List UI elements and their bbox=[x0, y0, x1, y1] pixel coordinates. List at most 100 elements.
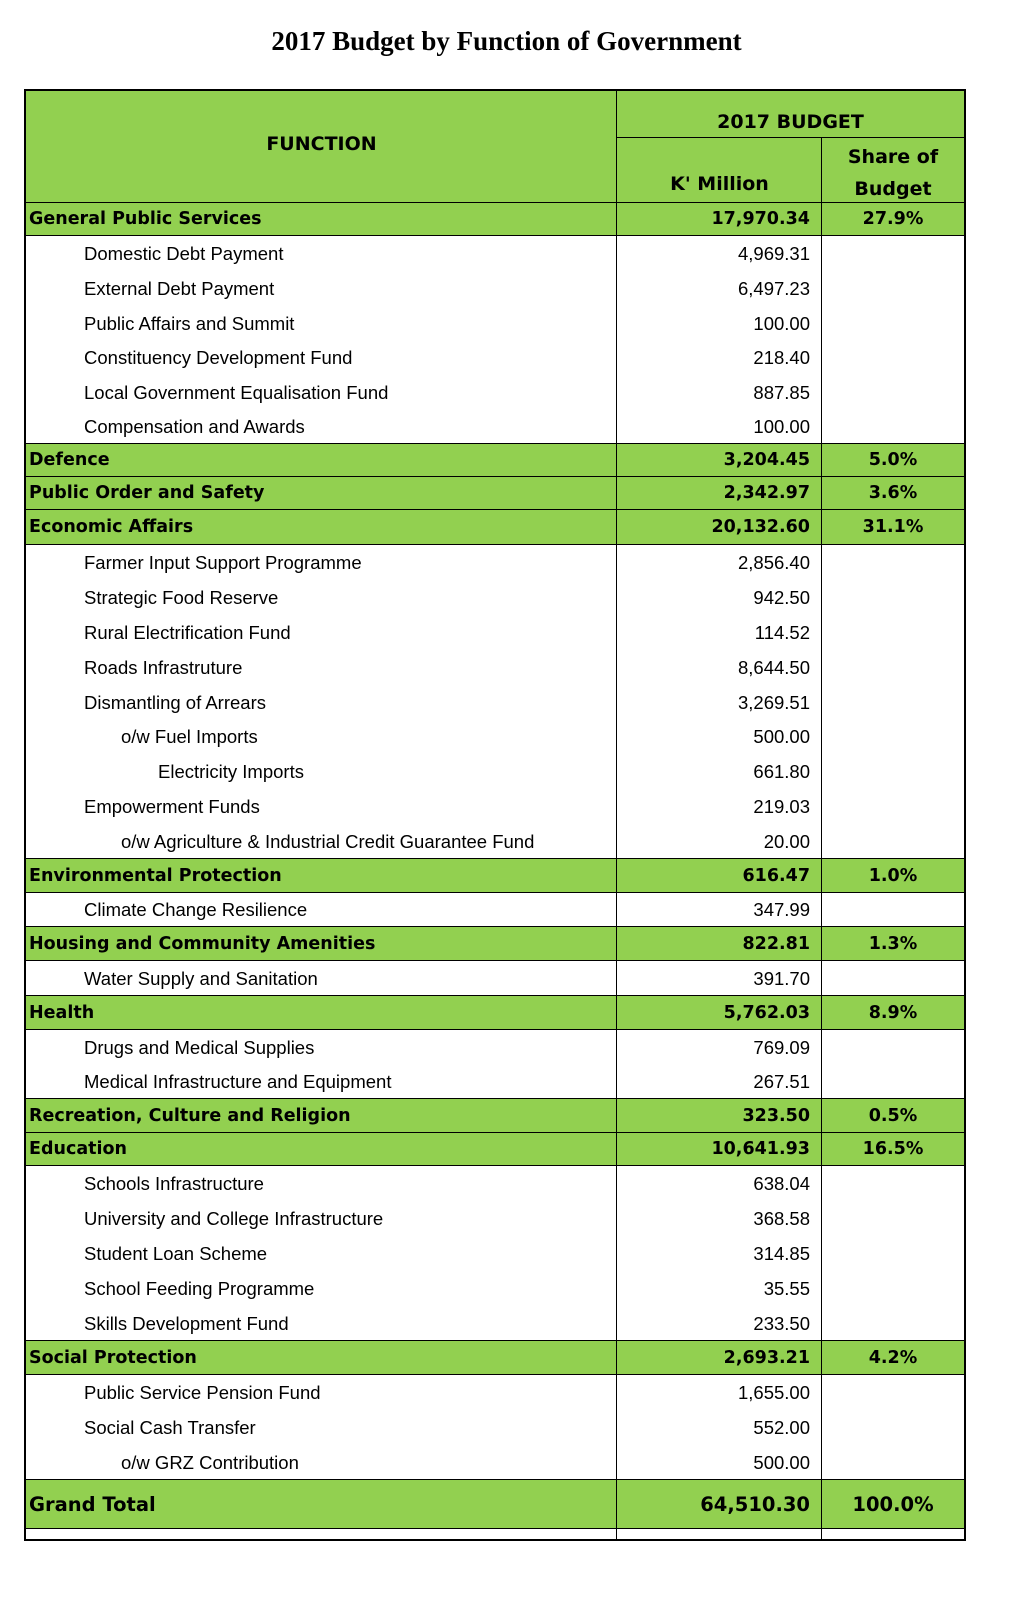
row-label: Roads Infrastruture bbox=[84, 657, 243, 678]
column-divider bbox=[616, 91, 617, 1539]
sub-item-row: Medical Infrastructure and Equipment 267.… bbox=[26, 1065, 964, 1099]
row-label: Rural Electrification Fund bbox=[84, 622, 291, 643]
row-value: 887.85 bbox=[753, 381, 810, 403]
sub-item-row: Student Loan Scheme 314.85 bbox=[26, 1236, 964, 1272]
row-value: 20,132.60 bbox=[711, 517, 810, 537]
k-million-header: K' Million bbox=[670, 173, 769, 195]
function-row: Health 5,762.03 8.9% bbox=[26, 995, 964, 1030]
row-value: 314.85 bbox=[753, 1243, 810, 1264]
row-label: Constituency Development Fund bbox=[84, 347, 353, 368]
sub-item-row: Rural Electrification Fund 114.52 bbox=[26, 615, 964, 651]
row-value: 616.47 bbox=[742, 865, 810, 886]
row-label: External Debt Payment bbox=[84, 278, 275, 299]
row-label: Education bbox=[29, 1139, 127, 1159]
row-share: 100.0% bbox=[852, 1492, 934, 1516]
row-label: Social Cash Transfer bbox=[84, 1417, 256, 1438]
row-label: Drugs and Medical Supplies bbox=[84, 1036, 315, 1058]
row-value: 347.99 bbox=[753, 899, 810, 920]
row-share: 0.5% bbox=[868, 1105, 918, 1126]
function-row: Social Protection 2,693.21 4.2% bbox=[26, 1340, 964, 1375]
row-label: Schools Infrastructure bbox=[84, 1173, 264, 1194]
row-label: Strategic Food Reserve bbox=[84, 587, 279, 608]
sub-item-row: Farmer Input Support Programme 2,856.40 bbox=[26, 545, 964, 581]
sub-item-row: University and College Infrastructure 368… bbox=[26, 1202, 964, 1236]
sub-item-row: Public Service Pension Fund 1,655.00 bbox=[26, 1375, 964, 1411]
row-share: 31.1% bbox=[862, 517, 924, 537]
function-row: Environmental Protection 616.47 1.0% bbox=[26, 858, 964, 893]
row-value: 219.03 bbox=[753, 796, 810, 817]
row-value: 2,693.21 bbox=[723, 1347, 810, 1368]
function-header: FUNCTION bbox=[266, 133, 377, 155]
row-label: Domestic Debt Payment bbox=[84, 243, 284, 264]
row-value: 233.50 bbox=[753, 1312, 810, 1334]
table-header: FUNCTION 2017 BUDGET K' Million Share of… bbox=[26, 91, 964, 203]
row-value: 100.00 bbox=[753, 416, 810, 437]
table-body: General Public Services 17,970.34 27.9% Dom… bbox=[26, 202, 964, 1529]
grand-total-row: Grand Total 64,510.30 100.0% bbox=[26, 1479, 964, 1529]
row-label: Housing and Community Amenities bbox=[29, 933, 376, 954]
row-share: 3.6% bbox=[868, 483, 918, 503]
sub-item-row: Public Affairs and Summit 100.00 bbox=[26, 306, 964, 341]
sub-item-row: o/w Fuel Imports 500.00 bbox=[26, 720, 964, 754]
row-value: 500.00 bbox=[753, 726, 810, 747]
row-value: 323.50 bbox=[742, 1105, 810, 1126]
row-label: o/w Agriculture & Industrial Credit Guar… bbox=[121, 830, 535, 852]
row-value: 267.51 bbox=[753, 1071, 810, 1092]
sub-item-row: Compensation and Awards 100.00 bbox=[26, 410, 964, 444]
row-label: Grand Total bbox=[29, 1492, 156, 1516]
function-row: Public Order and Safety 2,342.97 3.6% bbox=[26, 476, 964, 510]
row-label: Public Service Pension Fund bbox=[84, 1382, 321, 1403]
row-value: 4,969.31 bbox=[737, 243, 810, 264]
row-value: 391.70 bbox=[753, 967, 810, 989]
sub-item-row: Domestic Debt Payment 4,969.31 bbox=[26, 236, 964, 272]
row-share: 5.0% bbox=[868, 450, 918, 470]
sub-item-row: Strategic Food Reserve 942.50 bbox=[26, 581, 964, 615]
function-row: Housing and Community Amenities 822.81 1.3… bbox=[26, 926, 964, 961]
row-value: 64,510.30 bbox=[700, 1492, 810, 1516]
row-share: 16.5% bbox=[862, 1139, 924, 1159]
row-label: Public Affairs and Summit bbox=[84, 312, 295, 334]
row-label: Medical Infrastructure and Equipment bbox=[84, 1071, 392, 1092]
page-title: 2017 Budget by Function of Government bbox=[271, 26, 742, 56]
row-label: Social Protection bbox=[29, 1347, 197, 1368]
row-value: 17,970.34 bbox=[711, 209, 810, 229]
row-label: Student Loan Scheme bbox=[84, 1243, 268, 1264]
row-value: 114.52 bbox=[754, 622, 810, 643]
row-value: 3,204.45 bbox=[723, 450, 810, 470]
row-value: 1,655.00 bbox=[737, 1382, 810, 1403]
sub-item-row: Drugs and Medical Supplies 769.09 bbox=[26, 1030, 964, 1065]
row-share: 8.9% bbox=[868, 1002, 918, 1023]
function-row: Education 10,641.93 16.5% bbox=[26, 1132, 964, 1166]
row-label: Empowerment Funds bbox=[84, 796, 260, 817]
row-label: Climate Change Resilience bbox=[84, 899, 308, 920]
row-label: Defence bbox=[29, 450, 110, 470]
sub-item-row: External Debt Payment 6,497.23 bbox=[26, 272, 964, 306]
row-label: Health bbox=[29, 1002, 95, 1023]
sub-item-row: School Feeding Programme 35.55 bbox=[26, 1272, 964, 1306]
sub-item-row: o/w GRZ Contribution 500.00 bbox=[26, 1445, 964, 1480]
sub-item-row: Schools Infrastructure 638.04 bbox=[26, 1166, 964, 1202]
budget-group-header: 2017 BUDGET bbox=[617, 91, 964, 138]
sub-item-row: Roads Infrastruture 8,644.50 bbox=[26, 651, 964, 685]
row-label: Economic Affairs bbox=[29, 517, 194, 537]
row-value: 10,641.93 bbox=[711, 1139, 810, 1159]
row-value: 5,762.03 bbox=[723, 1002, 810, 1023]
row-value: 8,644.50 bbox=[737, 657, 810, 678]
row-label: Public Order and Safety bbox=[29, 483, 265, 503]
row-value: 368.58 bbox=[753, 1208, 810, 1229]
row-value: 500.00 bbox=[753, 1451, 810, 1473]
row-value: 6,497.23 bbox=[737, 278, 810, 299]
row-share: 1.0% bbox=[868, 865, 918, 886]
row-share: 1.3% bbox=[868, 933, 918, 954]
sub-item-row: Local Government Equalisation Fund 887.85 bbox=[26, 375, 964, 410]
row-label: Water Supply and Sanitation bbox=[84, 967, 318, 989]
row-share: 4.2% bbox=[868, 1347, 918, 1368]
row-value: 552.00 bbox=[753, 1417, 810, 1438]
row-label: University and College Infrastructure bbox=[84, 1208, 384, 1229]
row-label: o/w GRZ Contribution bbox=[121, 1451, 299, 1473]
row-value: 218.40 bbox=[753, 347, 810, 368]
row-value: 100.00 bbox=[753, 312, 810, 334]
row-label: Environmental Protection bbox=[29, 865, 282, 886]
row-label: Recreation, Culture and Religion bbox=[29, 1105, 351, 1126]
row-value: 20.00 bbox=[763, 830, 810, 852]
